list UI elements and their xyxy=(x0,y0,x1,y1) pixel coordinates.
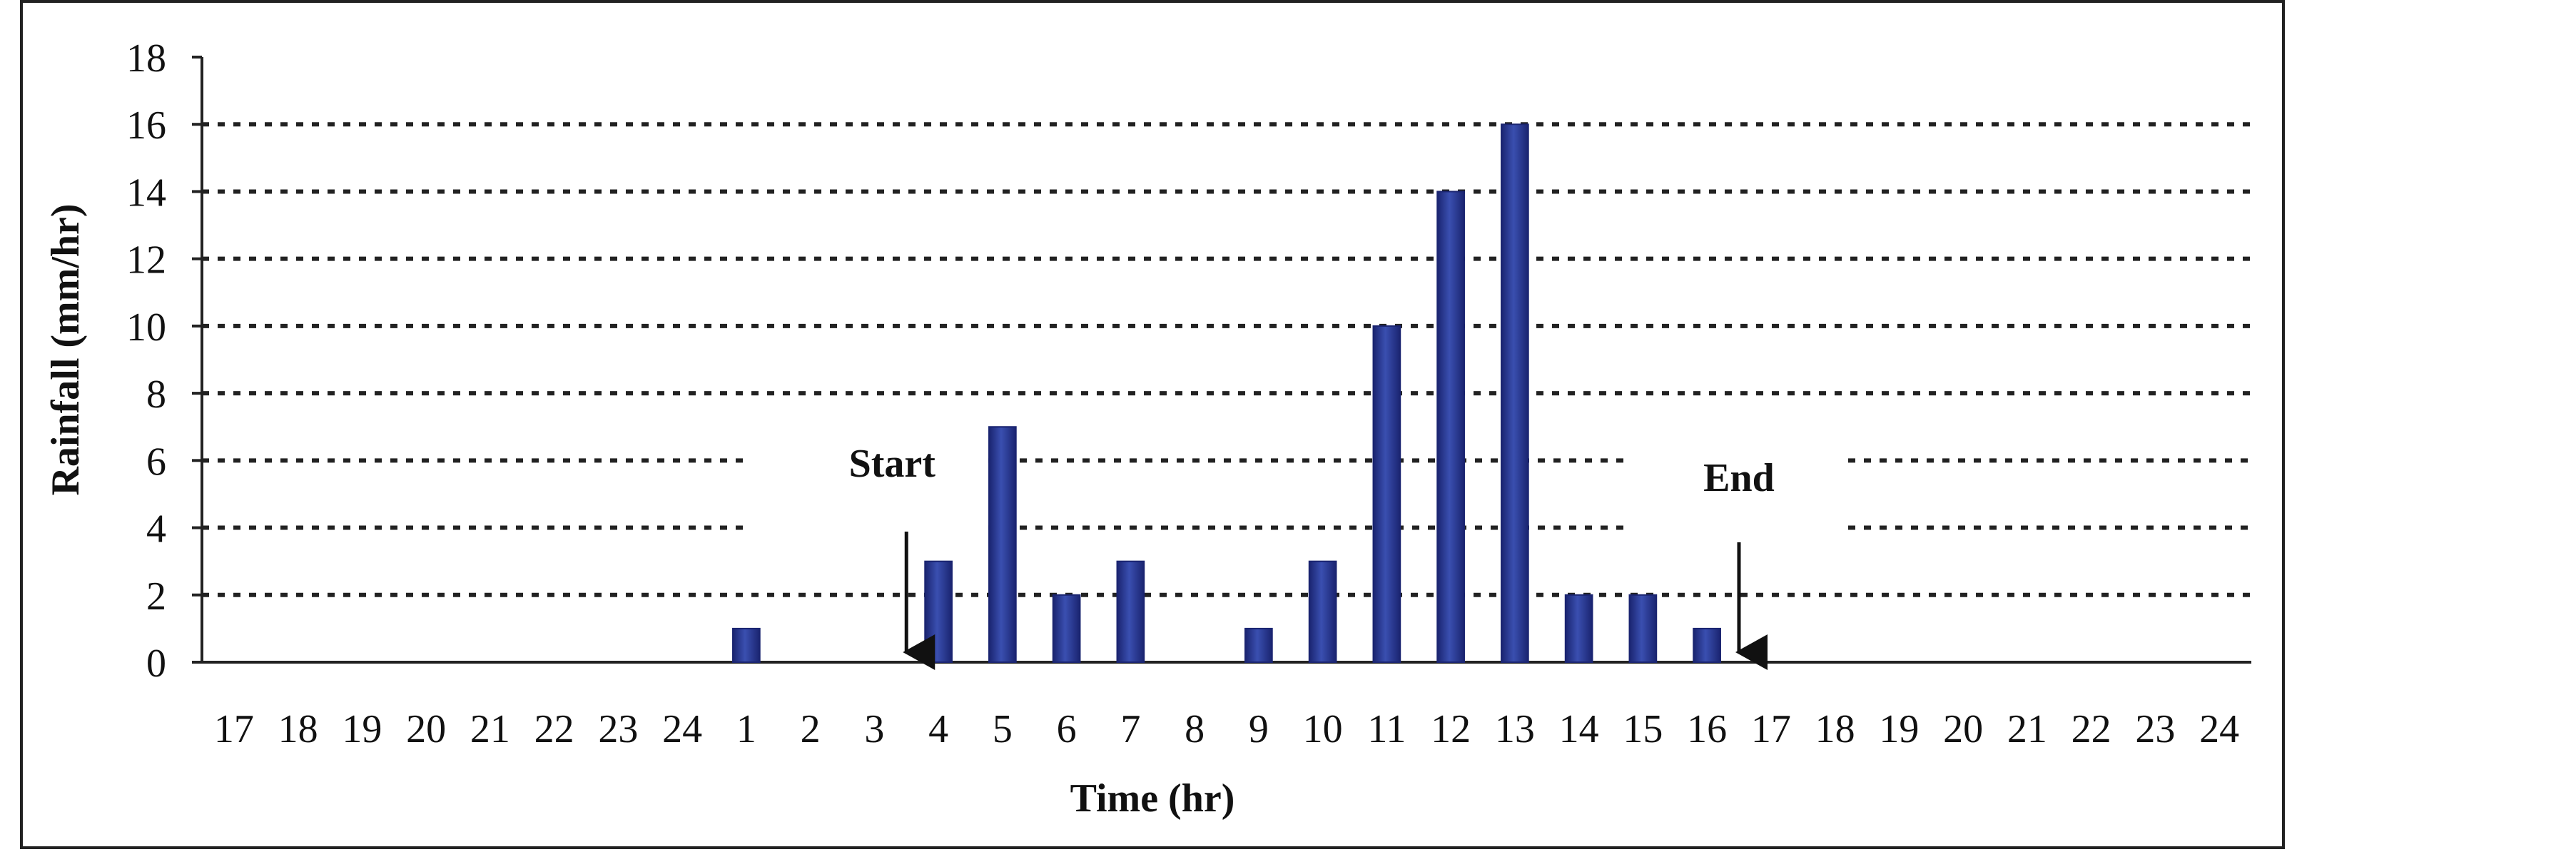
bar-11-4 xyxy=(924,560,953,664)
bar-21-14 xyxy=(1564,594,1593,663)
x-tick-label-15: 8 xyxy=(1185,707,1205,751)
bar-12-5 xyxy=(988,426,1017,663)
x-tick-label-1: 18 xyxy=(278,707,318,751)
bar-18-11 xyxy=(1372,325,1401,663)
x-tick-label-27: 20 xyxy=(1943,707,1983,751)
y-tick-label-8: 8 xyxy=(146,372,166,417)
x-tick-label-14: 7 xyxy=(1120,707,1140,751)
chart-frame xyxy=(20,0,2285,849)
bars xyxy=(732,123,1721,664)
x-tick-label-2: 19 xyxy=(342,707,382,751)
bar-14-7 xyxy=(1116,560,1145,664)
x-tick-label-9: 2 xyxy=(801,707,821,751)
x-tick-label-6: 23 xyxy=(598,707,638,751)
x-tick-label-26: 19 xyxy=(1879,707,1919,751)
annotation-end: End xyxy=(1703,456,1775,500)
y-tick-label-0: 0 xyxy=(146,641,166,686)
x-tick-label-21: 14 xyxy=(1559,707,1599,751)
x-tick-label-23: 16 xyxy=(1687,707,1727,751)
bar-16-9 xyxy=(1244,627,1273,664)
x-tick-label-31: 24 xyxy=(2199,707,2239,751)
y-axis-title: Rainfall (mm/hr) xyxy=(44,203,88,495)
x-tick-label-29: 22 xyxy=(2072,707,2111,751)
bar-17-10 xyxy=(1308,560,1337,664)
annotations: Start End xyxy=(849,442,1775,670)
y-tick-label-16: 16 xyxy=(126,103,166,148)
x-tick-label-28: 21 xyxy=(2007,707,2047,751)
y-tick-label-18: 18 xyxy=(126,36,166,81)
x-tick-label-24: 17 xyxy=(1751,707,1791,751)
x-tick-label-25: 18 xyxy=(1815,707,1855,751)
x-tick-label-30: 23 xyxy=(2135,707,2175,751)
axes xyxy=(192,56,2251,664)
y-tick-label-6: 6 xyxy=(146,440,166,484)
x-tick-label-20: 13 xyxy=(1495,707,1535,751)
y-tick-label-2: 2 xyxy=(146,574,166,619)
gridlines xyxy=(202,122,2251,597)
x-tick-label-3: 20 xyxy=(406,707,446,751)
x-tick-label-7: 24 xyxy=(662,707,702,751)
x-tick-label-19: 12 xyxy=(1431,707,1471,751)
x-tick-label-18: 11 xyxy=(1367,707,1406,751)
x-tick-label-16: 9 xyxy=(1249,707,1269,751)
x-tick-label-4: 21 xyxy=(470,707,510,751)
y-tick-label-10: 10 xyxy=(126,305,166,350)
x-tick-label-5: 22 xyxy=(534,707,574,751)
bar-22-15 xyxy=(1628,594,1658,663)
bar-8-1 xyxy=(732,627,761,664)
bar-23-16 xyxy=(1693,627,1721,664)
y-tick-labels: 0 2 4 6 8 10 12 14 16 18 xyxy=(126,36,166,686)
x-tick-label-17: 10 xyxy=(1303,707,1343,751)
bar-20-13 xyxy=(1501,123,1529,663)
x-tick-labels: 17 18 19 20 21 22 23 24 1 2 3 4 5 6 7 8 9 10 11 12 13 14 15 16 1… xyxy=(214,707,2239,751)
x-axis-title: Time (hr) xyxy=(1070,776,1235,821)
y-tick-label-14: 14 xyxy=(126,171,166,215)
bar-19-12 xyxy=(1436,191,1465,663)
x-tick-label-8: 1 xyxy=(736,707,756,751)
x-tick-label-0: 17 xyxy=(214,707,254,751)
x-tick-label-11: 4 xyxy=(928,707,948,751)
y-tick-label-12: 12 xyxy=(126,238,166,283)
x-tick-label-12: 5 xyxy=(993,707,1013,751)
x-tick-label-13: 6 xyxy=(1057,707,1077,751)
annotation-start: Start xyxy=(849,442,936,486)
bar-13-6 xyxy=(1052,594,1081,663)
x-tick-label-10: 3 xyxy=(864,707,884,751)
x-tick-label-22: 15 xyxy=(1623,707,1663,751)
y-tick-label-4: 4 xyxy=(146,507,166,552)
